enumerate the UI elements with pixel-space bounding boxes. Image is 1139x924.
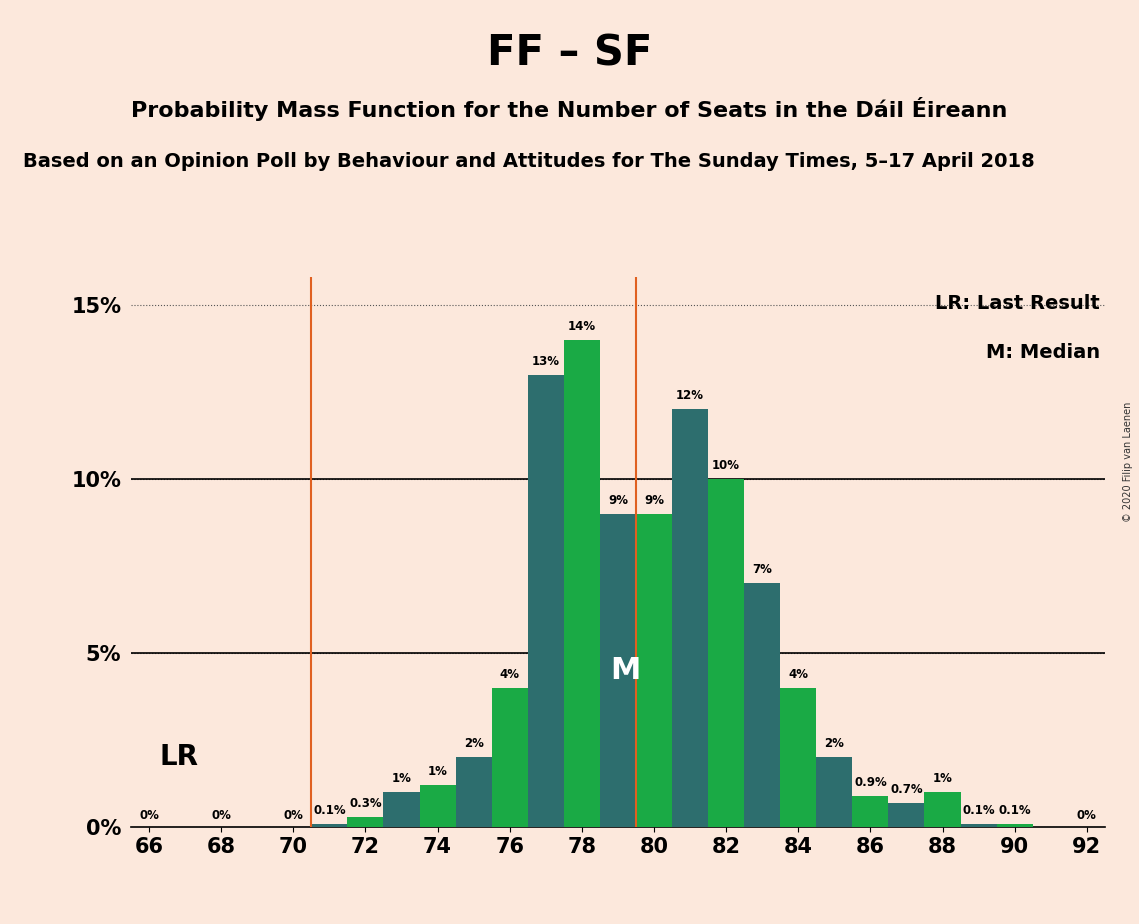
Bar <box>456 758 492 827</box>
Text: 2%: 2% <box>825 737 844 750</box>
Text: 0.1%: 0.1% <box>313 804 345 817</box>
Bar <box>419 785 456 827</box>
Text: 14%: 14% <box>567 320 596 333</box>
Text: 0.1%: 0.1% <box>999 804 1031 817</box>
Bar <box>780 687 817 827</box>
Bar <box>600 514 636 827</box>
Text: 10%: 10% <box>712 459 740 472</box>
Text: Based on an Opinion Poll by Behaviour and Attitudes for The Sunday Times, 5–17 A: Based on an Opinion Poll by Behaviour an… <box>23 152 1034 172</box>
Text: LR: LR <box>159 743 199 772</box>
Text: 4%: 4% <box>788 668 809 681</box>
Bar <box>708 479 744 827</box>
Text: 0.7%: 0.7% <box>891 783 923 796</box>
Text: 0.3%: 0.3% <box>350 796 382 809</box>
Text: 4%: 4% <box>500 668 519 681</box>
Bar <box>527 374 564 827</box>
Bar <box>311 823 347 827</box>
Bar <box>960 823 997 827</box>
Bar <box>672 409 708 827</box>
Text: 1%: 1% <box>427 765 448 778</box>
Bar <box>384 792 419 827</box>
Bar <box>817 758 852 827</box>
Text: 7%: 7% <box>752 564 772 577</box>
Text: 2%: 2% <box>464 737 484 750</box>
Text: 9%: 9% <box>608 493 628 507</box>
Text: 12%: 12% <box>677 390 704 403</box>
Bar <box>744 583 780 827</box>
Text: 1%: 1% <box>933 772 952 785</box>
Text: 0%: 0% <box>139 808 159 821</box>
Text: 0.1%: 0.1% <box>962 804 994 817</box>
Text: 1%: 1% <box>392 772 411 785</box>
Text: M: M <box>609 656 640 685</box>
Bar <box>564 340 600 827</box>
Text: 13%: 13% <box>532 355 559 368</box>
Text: 9%: 9% <box>644 493 664 507</box>
Bar <box>347 817 384 827</box>
Text: 0%: 0% <box>1076 808 1097 821</box>
Text: 0.9%: 0.9% <box>854 776 887 789</box>
Bar <box>636 514 672 827</box>
Text: 0%: 0% <box>211 808 231 821</box>
Text: Probability Mass Function for the Number of Seats in the Dáil Éireann: Probability Mass Function for the Number… <box>131 97 1008 121</box>
Bar <box>925 792 960 827</box>
Text: LR: Last Result: LR: Last Result <box>935 294 1100 312</box>
Text: FF – SF: FF – SF <box>486 32 653 74</box>
Bar <box>852 796 888 827</box>
Text: 0%: 0% <box>284 808 303 821</box>
Text: M: Median: M: Median <box>986 343 1100 362</box>
Bar <box>492 687 527 827</box>
Bar <box>888 803 925 827</box>
Bar <box>997 823 1033 827</box>
Text: © 2020 Filip van Laenen: © 2020 Filip van Laenen <box>1123 402 1133 522</box>
